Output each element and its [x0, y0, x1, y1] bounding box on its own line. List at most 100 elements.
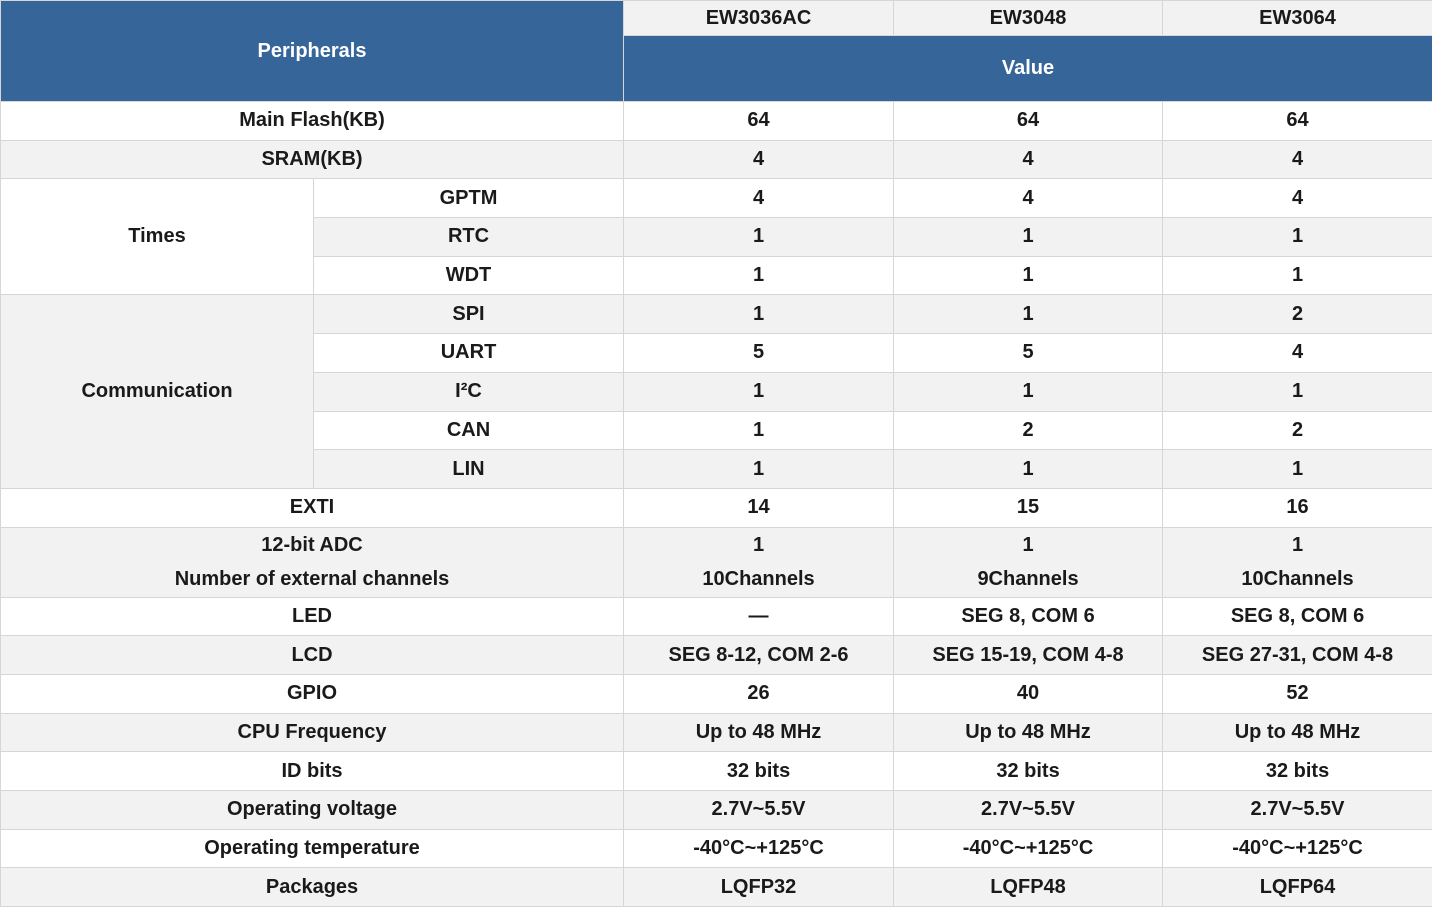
row-cpu-frequency: CPU Frequency Up to 48 MHz Up to 48 MHz … [0, 712, 1432, 753]
value-cell: SEG 15-19, COM 4-8 [893, 635, 1164, 675]
row-main-flash: Main Flash(KB) 64 64 64 [0, 101, 1432, 141]
value-cell: SEG 8-12, COM 2-6 [623, 635, 895, 675]
row-exti: EXTI 14 15 16 [0, 487, 1432, 528]
value-cell: 1 [1162, 217, 1432, 257]
value-cell: Up to 48 MHz [623, 712, 895, 753]
value-cell: SEG 27-31, COM 4-8 [1162, 635, 1432, 675]
value-cell: 1 [893, 255, 1164, 296]
row-label: WDT [312, 255, 625, 296]
row-label: RTC [312, 217, 625, 257]
value-cell: 26 [623, 673, 895, 714]
row-lin: LIN 1 1 1 [1, 449, 1432, 489]
value-cell: LQFP32 [623, 867, 895, 907]
value-cell: 2.7V~5.5V [1162, 790, 1432, 830]
row-label: I²C [312, 371, 625, 412]
value-cell: 1 [893, 217, 1164, 257]
value-cell: 64 [1162, 101, 1432, 141]
value-cell: 1 [893, 294, 1164, 335]
value-cell: 1 [623, 294, 895, 335]
row-label: 12-bit ADC Number of external channels [0, 526, 625, 598]
row-label: ID bits [0, 751, 625, 791]
value-cell: 1 [623, 217, 895, 257]
row-label: CPU Frequency [0, 712, 625, 753]
row-label: GPIO [0, 673, 625, 714]
value-cell: 64 [893, 101, 1164, 141]
value-cell: -40°C~+125°C [623, 828, 895, 869]
value-cell: 4 [1162, 178, 1432, 219]
row-operating-temperature: Operating temperature -40°C~+125°C -40°C… [0, 828, 1432, 869]
row-operating-voltage: Operating voltage 2.7V~5.5V 2.7V~5.5V 2.… [0, 790, 1432, 830]
value-cell: 1 [1162, 255, 1432, 296]
value-cell: 2.7V~5.5V [893, 790, 1164, 830]
row-gptm: Times GPTM 4 4 4 [0, 178, 1432, 296]
row-label: Packages [0, 867, 625, 907]
row-lcd: LCD SEG 8-12, COM 2-6 SEG 15-19, COM 4-8… [0, 635, 1432, 675]
value-cell: 4 [1162, 139, 1432, 180]
row-label: SRAM(KB) [0, 139, 625, 180]
row-label: Main Flash(KB) [0, 101, 625, 141]
value-cell: 52 [1162, 673, 1432, 714]
row-sram: SRAM(KB) 4 4 4 [0, 139, 1432, 180]
value-cell: SEG 8, COM 6 [893, 596, 1164, 637]
row-label: EXTI [0, 487, 625, 528]
value-cell: LQFP48 [893, 867, 1164, 907]
value-header: Value [623, 35, 1432, 102]
row-rtc: RTC 1 1 1 [1, 217, 1432, 257]
model-header-ew3036ac: EW3036AC [623, 0, 895, 36]
value-cell: — [623, 596, 895, 637]
row-uart: UART 5 5 4 [1, 333, 1432, 373]
value-cell: -40°C~+125°C [1162, 828, 1432, 869]
value-cell: 14 [623, 487, 895, 528]
model-header-row: Peripherals EW3036AC EW3048 EW3064 [0, 0, 1432, 102]
group-cell-communication: Communication [0, 294, 314, 489]
value-cell: 64 [623, 101, 895, 141]
row-led: LED — SEG 8, COM 6 SEG 8, COM 6 [0, 596, 1432, 637]
row-label: GPTM [312, 178, 625, 219]
value-cell: 2 [893, 410, 1164, 451]
value-cell: -40°C~+125°C [893, 828, 1164, 869]
value-cell: 1 [623, 371, 895, 412]
value-cell: 1 10Channels [1162, 526, 1432, 598]
value-cell: 2 [1162, 294, 1432, 335]
row-adc: 12-bit ADC Number of external channels 1… [0, 526, 1432, 598]
row-label: UART [312, 333, 625, 373]
row-wdt: WDT 1 1 1 [1, 255, 1432, 296]
value-cell: Up to 48 MHz [893, 712, 1164, 753]
value-cell: 15 [893, 487, 1164, 528]
value-cell: 1 [623, 449, 895, 489]
row-label: LIN [312, 449, 625, 489]
value-cell: 1 [1162, 371, 1432, 412]
value-cell: 4 [1162, 333, 1432, 373]
group-cell-times: Times [0, 178, 314, 296]
value-cell: 40 [893, 673, 1164, 714]
value-cell: 2.7V~5.5V [623, 790, 895, 830]
value-cell: 32 bits [623, 751, 895, 791]
value-cell: 4 [623, 139, 895, 180]
row-id-bits: ID bits 32 bits 32 bits 32 bits [0, 751, 1432, 791]
value-cell: 1 [893, 371, 1164, 412]
value-cell: 2 [1162, 410, 1432, 451]
value-cell: 5 [623, 333, 895, 373]
row-label: CAN [312, 410, 625, 451]
value-cell: 1 [893, 449, 1164, 489]
peripherals-header: Peripherals [0, 0, 625, 102]
value-cell: 4 [893, 178, 1164, 219]
row-label: LED [0, 596, 625, 637]
value-cell: 32 bits [893, 751, 1164, 791]
row-label: SPI [312, 294, 625, 335]
value-cell: 4 [893, 139, 1164, 180]
row-label: Operating voltage [0, 790, 625, 830]
value-cell: 16 [1162, 487, 1432, 528]
row-gpio: GPIO 26 40 52 [0, 673, 1432, 714]
value-cell: 1 [1162, 449, 1432, 489]
value-cell: 5 [893, 333, 1164, 373]
value-cell: 1 10Channels [623, 526, 895, 598]
value-header-row: Value [1, 35, 1432, 102]
value-cell: 1 [623, 410, 895, 451]
row-label: LCD [0, 635, 625, 675]
value-cell: LQFP64 [1162, 867, 1432, 907]
value-cell: 1 9Channels [893, 526, 1164, 598]
row-spi: Communication SPI 1 1 2 [0, 294, 1432, 489]
value-cell: 4 [623, 178, 895, 219]
